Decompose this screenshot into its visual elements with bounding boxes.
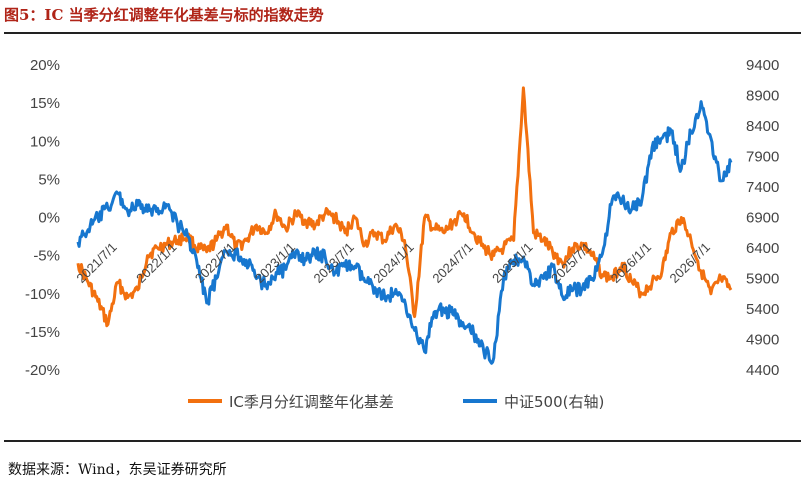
right-axis: 9400 8900 8400 7900 7400 6900 6400 5900 5400 4900… bbox=[746, 57, 779, 379]
basis-index-chart: 20% 15% 10% 5% 0% -5% -10% -15% -20% 9400 8900 840… bbox=[25, 57, 779, 411]
plot-area bbox=[76, 86, 733, 365]
bottom-rule bbox=[4, 440, 801, 442]
left-tick-label: 0% bbox=[38, 210, 60, 227]
figure-title: 图5：IC 当季分红调整年化基差与标的指数走势 bbox=[4, 6, 324, 24]
right-tick-label: 6400 bbox=[746, 240, 779, 257]
left-axis: 20% 15% 10% 5% 0% -5% -10% -15% -20% bbox=[25, 57, 60, 379]
left-tick-label: 15% bbox=[30, 95, 60, 112]
top-rule bbox=[4, 32, 801, 34]
right-tick-label: 8400 bbox=[746, 118, 779, 135]
source-note: 数据来源：Wind，东吴证券研究所 bbox=[8, 462, 227, 478]
right-tick-label: 4900 bbox=[746, 332, 779, 349]
legend: IC季月分红调整年化基差 中证500(右轴) bbox=[188, 393, 604, 411]
right-tick-label: 5400 bbox=[746, 301, 779, 318]
left-tick-label: -5% bbox=[33, 248, 60, 265]
right-tick-label: 8900 bbox=[746, 88, 779, 105]
right-tick-label: 9400 bbox=[746, 57, 779, 74]
left-tick-label: 10% bbox=[30, 133, 60, 150]
left-tick-label: 20% bbox=[30, 57, 60, 74]
legend-label-basis: IC季月分红调整年化基差 bbox=[229, 393, 394, 411]
legend-label-index: 中证500(右轴) bbox=[504, 393, 604, 411]
right-tick-label: 7400 bbox=[746, 179, 779, 196]
series-line-index bbox=[76, 100, 733, 365]
right-tick-label: 6900 bbox=[746, 210, 779, 227]
left-tick-label: -20% bbox=[25, 362, 60, 379]
x-axis: 2021/7/1 2022/1/1 2022/7/1 2023/1/1 2023/7/1… bbox=[73, 240, 713, 286]
left-tick-label: -15% bbox=[25, 324, 60, 341]
right-tick-label: 4400 bbox=[746, 362, 779, 379]
right-tick-label: 5900 bbox=[746, 271, 779, 288]
left-tick-label: -10% bbox=[25, 286, 60, 303]
x-tick-label: 2024/7/1 bbox=[429, 240, 475, 286]
left-tick-label: 5% bbox=[38, 171, 60, 188]
right-tick-label: 7900 bbox=[746, 149, 779, 166]
